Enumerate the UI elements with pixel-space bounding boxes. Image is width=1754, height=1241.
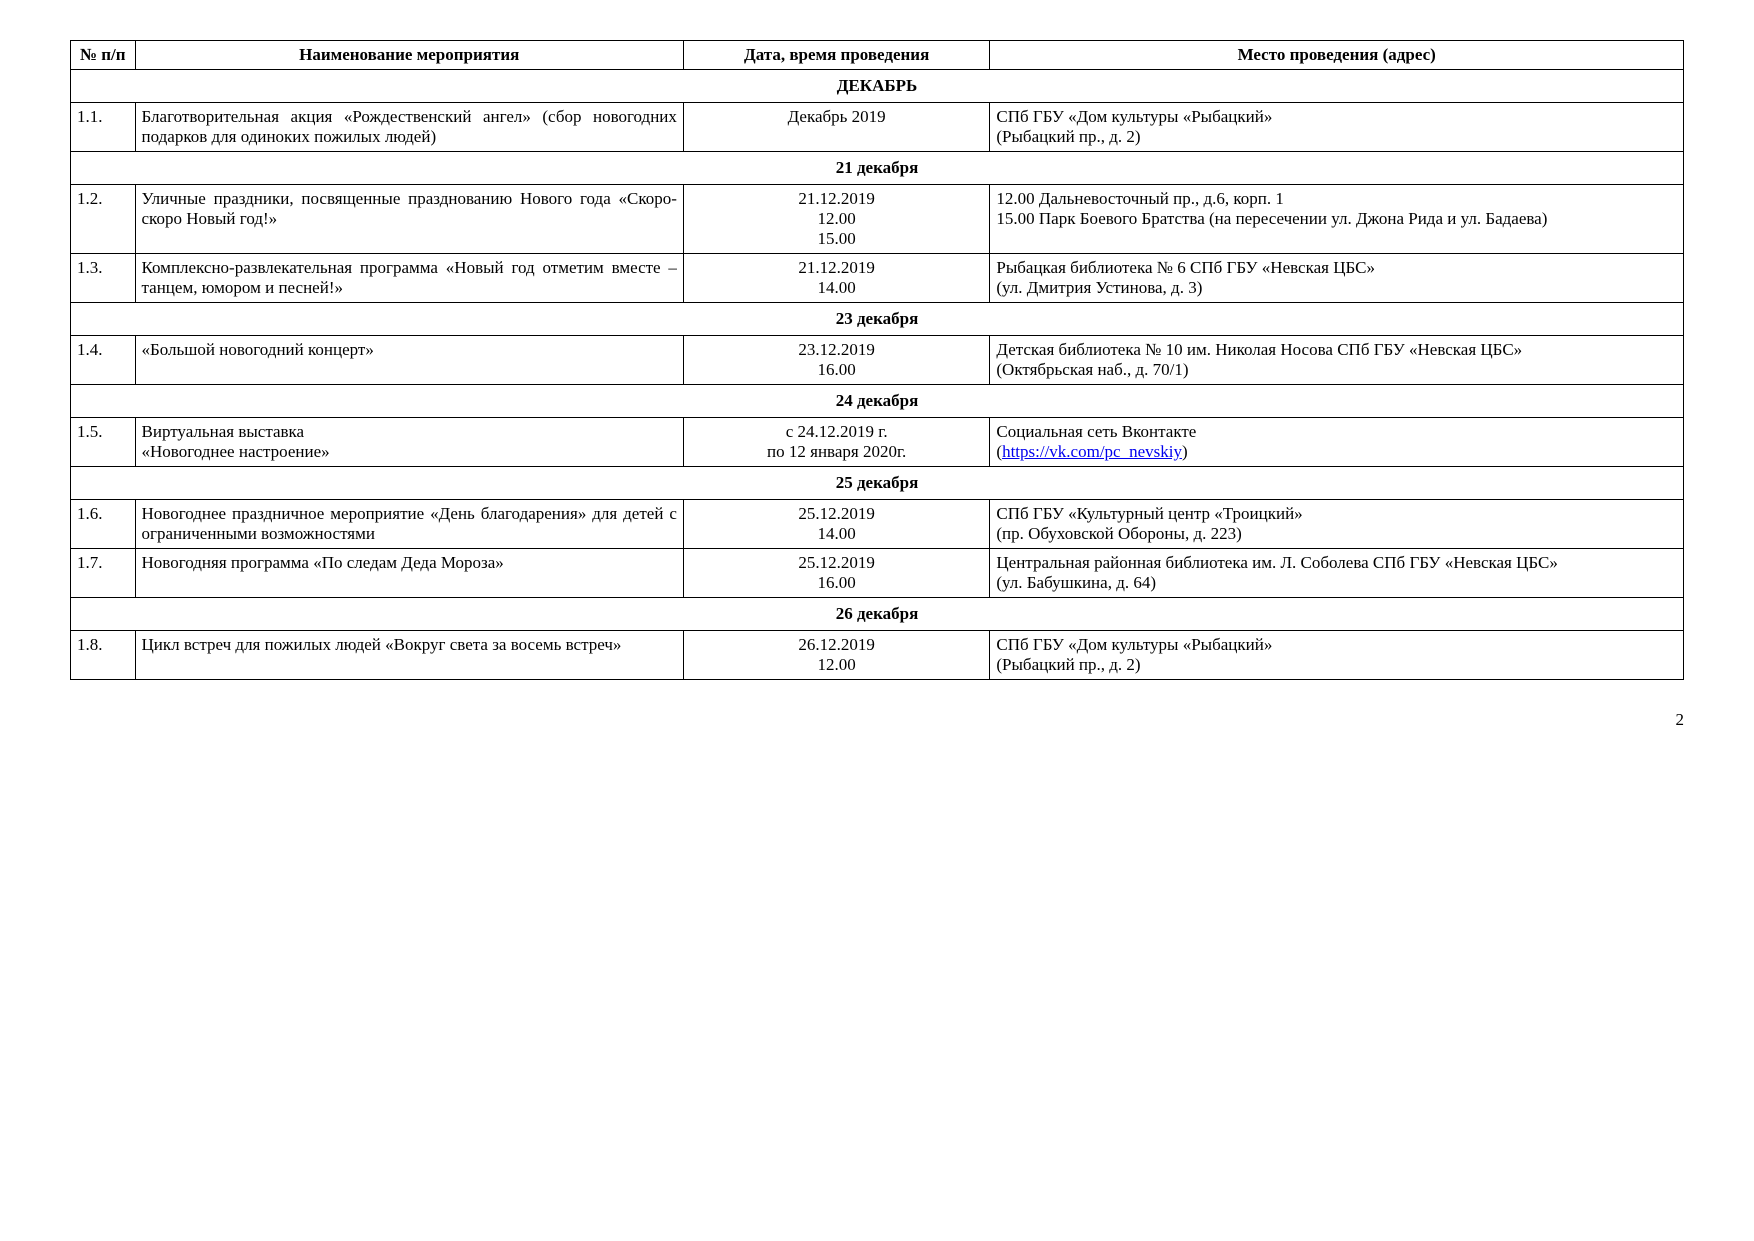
table-body: ДЕКАБРЬ1.1.Благотворительная акция «Рожд… — [71, 70, 1684, 680]
cell-place: СПб ГБУ «Дом культуры «Рыбацкий»(Рыбацки… — [990, 631, 1684, 680]
section-header: 23 декабря — [71, 303, 1684, 336]
section-title: 24 декабря — [71, 385, 1684, 418]
section-title: 26 декабря — [71, 598, 1684, 631]
table-row: 1.5.Виртуальная выставка«Новогоднее наст… — [71, 418, 1684, 467]
cell-date: с 24.12.2019 г.по 12 января 2020г. — [683, 418, 989, 467]
page-number: 2 — [70, 710, 1684, 730]
cell-name: «Большой новогодний концерт» — [135, 336, 683, 385]
cell-place: СПб ГБУ «Культурный центр «Троицкий»(пр.… — [990, 500, 1684, 549]
cell-name: Комплексно-развлекательная программа «Но… — [135, 254, 683, 303]
col-header-date: Дата, время проведения — [683, 41, 989, 70]
section-header: ДЕКАБРЬ — [71, 70, 1684, 103]
table-row: 1.7.Новогодняя программа «По следам Деда… — [71, 549, 1684, 598]
cell-place: СПб ГБУ «Дом культуры «Рыбацкий»(Рыбацки… — [990, 103, 1684, 152]
cell-name: Благотворительная акция «Рождественский … — [135, 103, 683, 152]
section-header: 26 декабря — [71, 598, 1684, 631]
table-row: 1.6.Новогоднее праздничное мероприятие «… — [71, 500, 1684, 549]
section-header: 25 декабря — [71, 467, 1684, 500]
cell-place: Социальная сеть Вконтакте(https://vk.com… — [990, 418, 1684, 467]
cell-name: Виртуальная выставка«Новогоднее настроен… — [135, 418, 683, 467]
cell-num: 1.6. — [71, 500, 136, 549]
cell-date: 21.12.201914.00 — [683, 254, 989, 303]
cell-num: 1.8. — [71, 631, 136, 680]
cell-place: Центральная районная библиотека им. Л. С… — [990, 549, 1684, 598]
cell-num: 1.4. — [71, 336, 136, 385]
cell-place: Рыбацкая библиотека № 6 СПб ГБУ «Невская… — [990, 254, 1684, 303]
cell-num: 1.3. — [71, 254, 136, 303]
events-table: № п/п Наименование мероприятия Дата, вре… — [70, 40, 1684, 680]
cell-date: 21.12.201912.0015.00 — [683, 185, 989, 254]
cell-date: 26.12.201912.00 — [683, 631, 989, 680]
cell-name: Уличные праздники, посвященные празднова… — [135, 185, 683, 254]
section-title: 23 декабря — [71, 303, 1684, 336]
section-title: ДЕКАБРЬ — [71, 70, 1684, 103]
place-link[interactable]: https://vk.com/pc_nevskiy — [1002, 442, 1182, 461]
table-row: 1.3.Комплексно-развлекательная программа… — [71, 254, 1684, 303]
col-header-name: Наименование мероприятия — [135, 41, 683, 70]
section-header: 21 декабря — [71, 152, 1684, 185]
cell-date: 23.12.201916.00 — [683, 336, 989, 385]
col-header-num: № п/п — [71, 41, 136, 70]
cell-date: 25.12.201916.00 — [683, 549, 989, 598]
table-header-row: № п/п Наименование мероприятия Дата, вре… — [71, 41, 1684, 70]
col-header-place: Место проведения (адрес) — [990, 41, 1684, 70]
section-title: 21 декабря — [71, 152, 1684, 185]
cell-num: 1.1. — [71, 103, 136, 152]
cell-num: 1.2. — [71, 185, 136, 254]
cell-num: 1.7. — [71, 549, 136, 598]
cell-date: 25.12.201914.00 — [683, 500, 989, 549]
section-title: 25 декабря — [71, 467, 1684, 500]
table-row: 1.2.Уличные праздники, посвященные празд… — [71, 185, 1684, 254]
cell-place: Детская библиотека № 10 им. Николая Носо… — [990, 336, 1684, 385]
cell-name: Новогодняя программа «По следам Деда Мор… — [135, 549, 683, 598]
cell-name: Цикл встреч для пожилых людей «Вокруг св… — [135, 631, 683, 680]
table-row: 1.4.«Большой новогодний концерт»23.12.20… — [71, 336, 1684, 385]
section-header: 24 декабря — [71, 385, 1684, 418]
table-row: 1.1.Благотворительная акция «Рождественс… — [71, 103, 1684, 152]
cell-date: Декабрь 2019 — [683, 103, 989, 152]
cell-num: 1.5. — [71, 418, 136, 467]
cell-place: 12.00 Дальневосточный пр., д.6, корп. 11… — [990, 185, 1684, 254]
table-row: 1.8.Цикл встреч для пожилых людей «Вокру… — [71, 631, 1684, 680]
cell-name: Новогоднее праздничное мероприятие «День… — [135, 500, 683, 549]
